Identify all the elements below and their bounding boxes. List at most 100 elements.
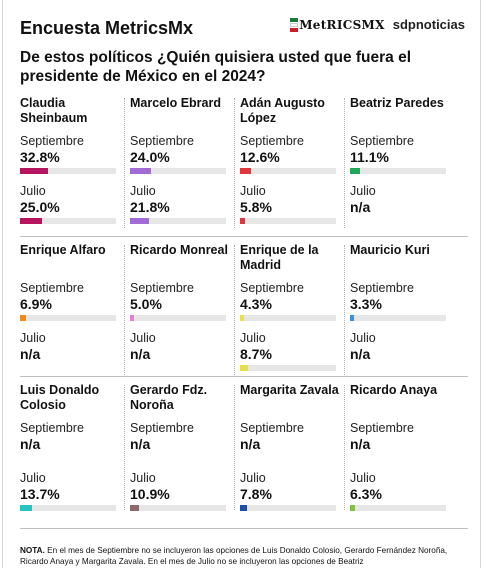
period-label: Septiembre (130, 421, 194, 435)
period-label: Julio (350, 471, 376, 485)
period-block-julio: Julio n/a (350, 184, 460, 224)
period-label: Septiembre (350, 421, 414, 435)
bar-track (130, 168, 226, 174)
column-divider (344, 385, 345, 510)
bar-fill (130, 218, 149, 224)
period-label: Julio (20, 331, 46, 345)
period-block-julio: Julio 5.8% (240, 184, 350, 224)
percentage-value: 10.9% (130, 486, 170, 502)
period-label: Septiembre (240, 134, 304, 148)
page-title: Encuesta MetricsMx (20, 18, 194, 38)
period-block-julio: Julio 6.3% (350, 471, 460, 511)
period-block-septiembre: Septiembre n/a (350, 421, 460, 461)
footnote-label: NOTA. (20, 546, 45, 555)
bar-track (240, 505, 336, 511)
bar-fill (130, 315, 134, 321)
candidate-name: Luis Donaldo Colosio (20, 383, 100, 412)
bar-spacer (20, 363, 130, 371)
bar-track (350, 505, 446, 511)
bar-track (240, 168, 336, 174)
period-label: Julio (130, 471, 156, 485)
percentage-value: 12.6% (240, 149, 280, 165)
percentage-value: 13.7% (20, 486, 60, 502)
column-divider (344, 245, 345, 375)
period-label: Septiembre (20, 421, 84, 435)
candidate-name: Margarita Zavala (240, 383, 339, 397)
percentage-value: n/a (20, 436, 41, 452)
candidate-name: Beatriz Paredes (350, 96, 444, 110)
candidate-name: Marcelo Ebrard (130, 96, 222, 110)
percentage-value: n/a (130, 436, 151, 452)
period-block-julio: Julio n/a (350, 331, 460, 371)
bar-fill (350, 168, 360, 174)
candidate-card: Mauricio Kuri Septiembre 3.3% Julio n/a (350, 243, 460, 371)
period-label: Julio (350, 184, 376, 198)
bar-track (20, 315, 116, 321)
period-block-julio: Julio n/a (20, 331, 130, 371)
period-label: Septiembre (350, 134, 414, 148)
bar-fill (20, 505, 32, 511)
divider (20, 236, 468, 237)
bar-track (350, 315, 446, 321)
candidate-name: Gerardo Fdz. Noroña (130, 383, 208, 412)
bar-fill (240, 365, 248, 371)
bar-track (20, 218, 116, 224)
percentage-value: 4.3% (240, 296, 272, 312)
period-block-julio: Julio n/a (130, 331, 240, 371)
percentage-value: 7.8% (240, 486, 272, 502)
period-block-julio: Julio 25.0% (20, 184, 130, 224)
divider (20, 528, 468, 529)
column-divider (124, 245, 125, 375)
period-label: Septiembre (130, 281, 194, 295)
period-block-septiembre: Septiembre 11.1% (350, 134, 460, 174)
bar-fill (350, 315, 354, 321)
candidate-card: Ricardo Monreal Septiembre 5.0% Julio n/a (130, 243, 240, 371)
candidate-name: Ricardo Monreal (130, 243, 228, 257)
candidate-card: Luis Donaldo Colosio Septiembre n/a Julio 13… (20, 383, 130, 511)
bar-fill (350, 505, 355, 511)
survey-question: De estos políticos ¿Quién quisiera usted… (20, 49, 412, 85)
period-label: Septiembre (20, 281, 84, 295)
candidate-card: Margarita Zavala Septiembre n/a Julio 7.8% (240, 383, 350, 511)
percentage-value: 32.8% (20, 149, 60, 165)
percentage-value: 24.0% (130, 149, 170, 165)
period-block-septiembre: Septiembre 24.0% (130, 134, 240, 174)
column-divider (234, 98, 235, 228)
period-block-julio: Julio 21.8% (130, 184, 240, 224)
candidate-card: Claudia Sheinbaum Septiembre 32.8% Julio 25.… (20, 96, 130, 224)
period-label: Julio (240, 471, 266, 485)
column-divider (124, 385, 125, 510)
period-label: Julio (240, 184, 266, 198)
period-block-julio: Julio 7.8% (240, 471, 350, 511)
metricsmx-logo-text: MetRICSMX (299, 17, 385, 32)
percentage-value: n/a (350, 346, 371, 362)
bar-track (240, 365, 336, 371)
divider (20, 376, 468, 377)
period-block-septiembre: Septiembre n/a (240, 421, 350, 461)
period-label: Julio (20, 471, 46, 485)
period-label: Septiembre (350, 281, 414, 295)
bar-track (20, 168, 116, 174)
bar-fill (130, 168, 151, 174)
candidate-name: Enrique de la Madrid (240, 243, 319, 272)
bar-fill (240, 505, 247, 511)
bar-fill (240, 168, 251, 174)
column-divider (234, 245, 235, 375)
bar-spacer (350, 216, 460, 224)
bar-track (240, 315, 336, 321)
candidate-name: Mauricio Kuri (350, 243, 430, 257)
period-block-septiembre: Septiembre 5.0% (130, 281, 240, 321)
percentage-value: 5.8% (240, 199, 272, 215)
period-block-septiembre: Septiembre 6.9% (20, 281, 130, 321)
period-block-septiembre: Septiembre 3.3% (350, 281, 460, 321)
bar-track (350, 168, 446, 174)
percentage-value: 11.1% (350, 149, 389, 165)
bar-fill (20, 218, 42, 224)
column-divider (234, 385, 235, 510)
period-block-septiembre: Septiembre n/a (20, 421, 130, 461)
percentage-value: n/a (130, 346, 151, 362)
period-block-septiembre: Septiembre 32.8% (20, 134, 130, 174)
period-label: Septiembre (240, 281, 304, 295)
bar-fill (20, 168, 48, 174)
percentage-value: 25.0% (20, 199, 60, 215)
